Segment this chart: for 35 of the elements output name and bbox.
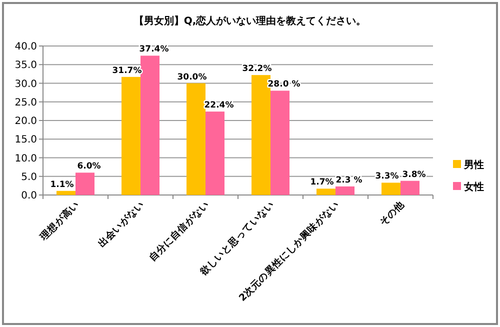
data-label: 30.0% — [177, 72, 208, 82]
bar — [206, 112, 224, 195]
legend-label: 男性 — [463, 159, 484, 171]
y-tick-label: 20.0 — [14, 116, 37, 127]
data-label: 1.7% — [310, 178, 334, 188]
data-label: 3.3% — [375, 172, 400, 182]
data-label: 37.4% — [139, 44, 170, 55]
bar — [336, 186, 354, 195]
y-tick-label: 0.0 — [21, 190, 37, 202]
bar — [140, 56, 160, 195]
bar — [382, 182, 400, 195]
x-tick-label: その他 — [376, 198, 408, 228]
y-tick-label: 40.0 — [14, 42, 37, 52]
x-tick-label: 理想が高い — [37, 198, 82, 244]
data-label: 6.0% — [77, 162, 102, 172]
y-tick-label: 15.0 — [14, 134, 37, 146]
y-tick-label: 30.0 — [14, 78, 37, 90]
legend-label: 女性 — [463, 181, 484, 193]
data-label: 2.3 % — [336, 175, 363, 186]
y-tick-label: 25.0 — [14, 97, 37, 108]
y-tick-label: 35.0 — [14, 60, 37, 72]
bar — [122, 76, 140, 195]
data-label: 3.8% — [402, 170, 426, 180]
y-tick-label: 5.0 — [21, 172, 37, 183]
chart-title: 【男女別】Q,恋人がいない理由を教えてください。 — [134, 15, 366, 27]
bar — [400, 180, 420, 195]
bar — [76, 172, 94, 195]
data-label: 1.1% — [50, 180, 74, 190]
x-tick-label: 出会いがない — [96, 198, 147, 250]
bar — [316, 188, 336, 195]
data-label: 32.2% — [242, 64, 272, 74]
bar — [56, 190, 76, 195]
bar — [270, 90, 290, 195]
y-tick-label: 10.0 — [14, 153, 37, 164]
bar — [186, 83, 206, 195]
